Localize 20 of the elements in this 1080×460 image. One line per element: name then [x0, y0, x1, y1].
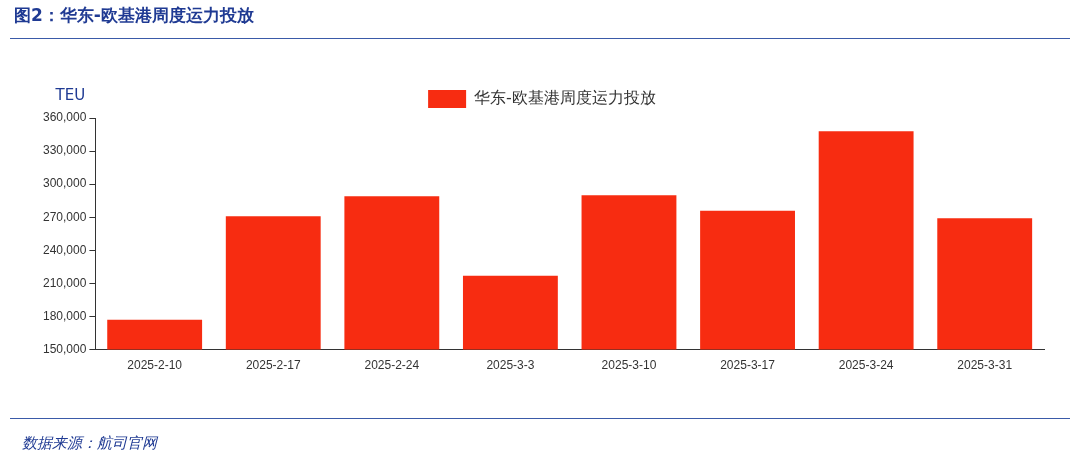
legend-label: 华东-欧基港周度运力投放	[474, 88, 656, 108]
y-tick-label: 270,000	[42, 209, 87, 224]
x-tick-label: 2025-2-17	[245, 358, 301, 373]
y-tick-label: 150,000	[42, 341, 87, 356]
y-axis-title: TEU	[54, 86, 86, 105]
y-tick-label: 210,000	[42, 275, 87, 290]
x-tick-label: 2025-3-10	[601, 358, 657, 373]
chart-title: 图2：华东-欧基港周度运力投放	[14, 4, 254, 27]
x-tick-label: 2025-3-31	[957, 358, 1013, 373]
y-tick-label: 180,000	[42, 308, 87, 323]
source-note: 数据来源：航司官网	[22, 434, 157, 453]
y-tick-label: 240,000	[42, 242, 87, 257]
x-tick-label: 2025-3-17	[720, 358, 776, 373]
x-tick-label: 2025-2-10	[127, 358, 183, 373]
y-tick-label: 330,000	[42, 143, 87, 158]
x-tick-label: 2025-3-24	[838, 358, 894, 373]
x-tick-label: 2025-2-24	[364, 358, 420, 373]
y-tick-label: 360,000	[42, 110, 87, 125]
x-tick-label: 2025-3-3	[486, 358, 535, 373]
y-tick-label: 300,000	[42, 176, 87, 191]
